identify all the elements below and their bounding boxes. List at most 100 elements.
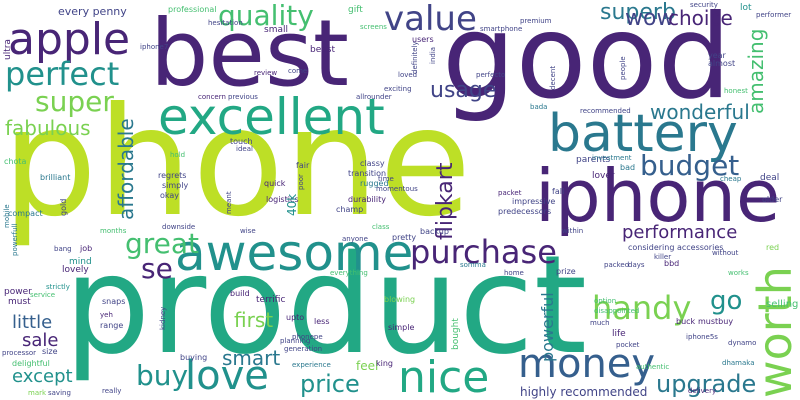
word-pocket: pocket [616,341,640,349]
word-yeh: yeh [100,311,113,319]
word-users: users [412,35,434,44]
word-backup: backup [420,227,449,236]
word-highly-recommended: highly recommended [520,385,648,399]
word-durability: durability [348,195,386,204]
word-older: older [762,195,783,204]
word-concern: concern [198,93,226,101]
word-bought: bought [451,318,461,350]
word-disappointed: disappointed [594,307,640,315]
word-awesome: awesome [175,224,414,282]
word-iphone7: iphone7 [140,43,169,51]
word-upto: upto [286,313,305,322]
word-parents: parents [576,155,611,165]
word-build: build [230,289,250,298]
word-processor: processor [2,349,37,357]
word-prize: prize [556,267,576,276]
word-simple: simple [388,323,415,332]
word-year: year [708,51,726,60]
word-gold: gold [59,198,68,216]
word-king: king [376,359,394,368]
word-come: come [288,67,308,75]
word-everything: everything [330,269,368,277]
word-lot: lot [740,3,752,13]
word-life: life [612,329,626,339]
word-mobile: mobile [3,204,11,228]
word-simply: simply [162,181,189,190]
word-go: go [710,286,743,316]
word-powerfull: powerfull [11,223,19,256]
word-smartphone: smartphone [480,25,523,33]
word-without: without [712,249,739,257]
word-power: power [4,287,32,297]
word-smart: smart [222,346,281,370]
word-quick: quick [264,179,286,188]
word-upgrade: upgrade [656,370,757,398]
word-honest: honest [724,87,748,95]
word-recommended: recommended [580,107,631,115]
word-india: india [429,46,437,64]
word-anyone: anyone [342,235,368,243]
word-regrets: regrets [158,171,187,180]
word-authentic: authentic [636,363,670,371]
word-strictly: strictly [46,283,70,291]
word-delivery: delivery [688,387,717,395]
word-chota: chota [4,157,27,166]
word-review: review [254,69,278,77]
word-packet: packet [498,189,522,197]
word-option: option [594,297,617,305]
word-mind: mind [69,257,92,267]
word-almost: almost [708,59,736,68]
word-affordable: affordable [114,118,138,220]
word-dhamaka: dhamaka [722,359,755,367]
word-must: must [8,297,31,307]
word-classy: classy [360,159,385,168]
word-downside: downside [162,223,196,231]
word-bad: bad [620,163,636,172]
word-delightful: delightful [12,359,50,368]
word-size: size [42,347,58,356]
word-wonderful: wonderful [650,100,750,124]
word-super: super [35,85,114,118]
word-feel: feel [356,359,379,373]
word-buy: buy [136,359,189,392]
word-allrounder: allrounder [356,93,392,101]
word-logistics: logistics [266,195,299,204]
word-investment: investment [592,154,632,162]
word-momentous: momentous [376,185,418,193]
word-snaps: snaps [102,297,126,306]
word-compact: compact [8,209,43,218]
word-purchase: purchase [410,233,557,271]
word-touch: touch [230,137,253,146]
word-okay: okay [160,191,180,200]
word-ultra: ultra [3,39,13,60]
word-packed: packed [604,261,630,269]
word-screens: screens [360,23,387,31]
word-planning: planning [280,337,311,345]
word-performance: performance [622,222,738,243]
word-rugged: rugged [360,179,389,188]
word-somma: somma [460,261,486,269]
word-choice: choice [668,6,733,30]
word-transition: transition [348,169,387,178]
word-40k: 40k [285,193,299,216]
word-kidney: kidney [159,306,167,330]
word-hold: hold [170,151,186,159]
word-class: class [372,223,390,231]
word-killer: killer [654,253,672,261]
word-impressive: impressive [512,197,556,206]
word-price: price [300,370,360,398]
word-quality: quality [218,0,314,32]
word-range: range [100,321,124,330]
word-mustbuy: mustbuy [698,317,734,326]
word-loved: loved [398,71,418,79]
word-good: good [442,0,732,125]
word-usage: usage [430,78,497,103]
word-perfect: perfect [5,55,120,93]
word-money: money [518,341,656,387]
word-within: within [562,227,584,235]
word-decent: decent [549,65,557,90]
word-fabulous: fabulous [5,116,91,140]
word-gift: gift [348,5,363,15]
word-professional: professional [168,5,217,14]
